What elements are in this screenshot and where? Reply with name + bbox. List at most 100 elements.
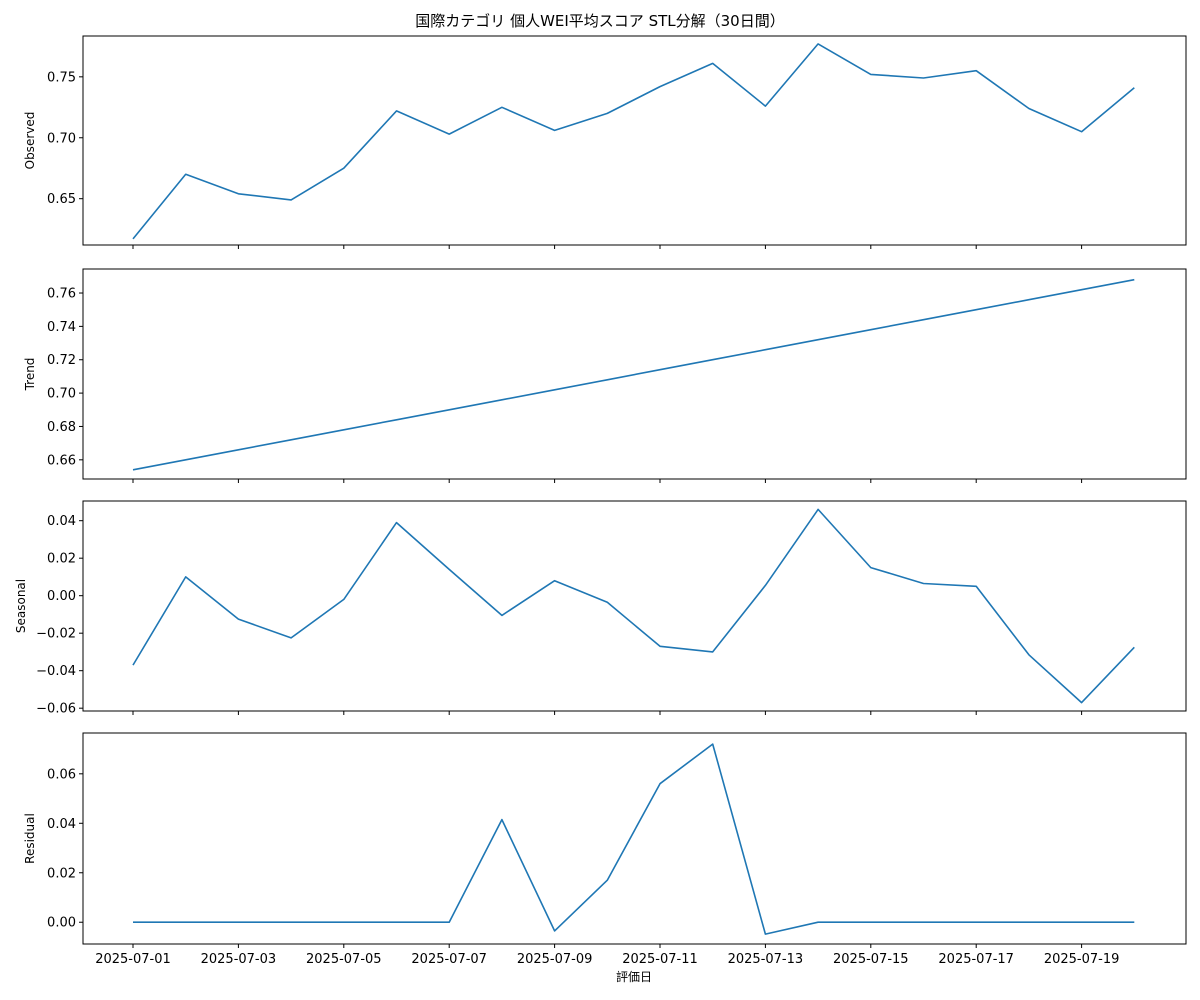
data-point [659, 369, 661, 371]
panel-frame [82, 35, 1187, 246]
data-point [817, 508, 819, 510]
data-point [1028, 299, 1030, 301]
panel-residual: 0.00 0.02 0.04 0.06 2025-07-01 2025-07-03 2025… [23, 732, 1187, 967]
y-tick-label: −0.02 [36, 627, 76, 642]
data-point [764, 933, 766, 935]
data-point [343, 921, 345, 923]
data-point [712, 359, 714, 361]
y-tick-label: 0.65 [47, 192, 76, 207]
x-tick-label: 2025-07-17 [938, 952, 1014, 967]
data-point [237, 193, 239, 195]
data-point [923, 77, 925, 79]
panel-trend: 0.66 0.68 0.70 0.72 0.74 0.76 Trend [23, 268, 1187, 483]
series-line-seasonal [132, 508, 1135, 704]
data-point [132, 921, 134, 923]
data-point [132, 664, 134, 666]
panel-frame [82, 732, 1187, 945]
data-point [975, 921, 977, 923]
data-point [764, 105, 766, 107]
data-point [870, 567, 872, 569]
panel-frame [82, 500, 1187, 712]
x-tick-label: 2025-07-05 [306, 952, 382, 967]
series-line-residual [133, 743, 1135, 935]
data-point [1028, 654, 1030, 656]
data-point [1133, 921, 1135, 923]
series-line-trend [132, 278, 1135, 471]
data-point [712, 62, 714, 64]
data-point [606, 379, 608, 381]
data-point [1081, 921, 1083, 923]
data-point [870, 73, 872, 75]
data-point [1081, 702, 1083, 704]
y-tick-label: 0.00 [47, 916, 76, 931]
y-tick-label: 0.04 [47, 514, 76, 529]
data-point [185, 921, 187, 923]
data-point [764, 349, 766, 351]
data-point [975, 585, 977, 587]
data-point [290, 637, 292, 639]
data-point [554, 389, 556, 391]
data-point [132, 238, 134, 240]
data-point [448, 568, 450, 570]
data-point [712, 651, 714, 653]
panel-observed: 0.65 0.70 0.75 Observed [23, 35, 1187, 249]
y-tick-label: 0.66 [47, 453, 76, 468]
y-axis-label: Observed [23, 112, 37, 170]
data-point [237, 449, 239, 451]
data-point [343, 429, 345, 431]
x-tick-label: 2025-07-13 [728, 952, 804, 967]
data-point [448, 133, 450, 135]
data-point [1028, 921, 1030, 923]
y-axis-label: Seasonal [14, 579, 28, 633]
data-point [501, 819, 503, 821]
data-point [606, 879, 608, 881]
data-point [185, 173, 187, 175]
data-point [1081, 289, 1083, 291]
data-point [975, 70, 977, 72]
data-point [659, 783, 661, 785]
data-point [659, 86, 661, 88]
data-point [343, 167, 345, 169]
data-point [923, 583, 925, 585]
data-point [554, 930, 556, 932]
y-tick-label: 0.76 [47, 287, 76, 302]
data-point [501, 106, 503, 108]
data-point [132, 469, 134, 471]
data-point [448, 409, 450, 411]
data-point [870, 329, 872, 331]
data-point [1133, 87, 1135, 89]
data-point [606, 601, 608, 603]
y-tick-label: 0.04 [47, 817, 76, 832]
data-point [817, 339, 819, 341]
y-axis-label: Trend [23, 358, 37, 392]
y-axis-label: Residual [23, 813, 37, 864]
x-tick-label: 2025-07-11 [622, 952, 698, 967]
data-point [185, 459, 187, 461]
data-point [237, 921, 239, 923]
data-point [343, 598, 345, 600]
y-tick-label: 0.02 [47, 552, 76, 567]
x-tick-label: 2025-07-01 [95, 952, 171, 967]
series-line-observed [132, 43, 1135, 240]
panel-seasonal: −0.06 −0.04 −0.02 0.00 0.02 0.04 Seasonal [14, 500, 1187, 717]
data-point [396, 522, 398, 524]
y-tick-label: 0.74 [47, 320, 76, 335]
data-point [923, 921, 925, 923]
data-point [396, 921, 398, 923]
data-point [764, 584, 766, 586]
y-tick-label: 0.02 [47, 866, 76, 881]
data-point [185, 576, 187, 578]
data-point [554, 129, 556, 131]
data-point [290, 439, 292, 441]
x-tick-label: 2025-07-15 [833, 952, 909, 967]
data-point [501, 614, 503, 616]
panel-frame [82, 268, 1187, 480]
x-tick-label: 2025-07-07 [411, 952, 487, 967]
chart-title: 国際カテゴリ 個人WEI平均スコア STL分解（30日間） [415, 12, 785, 30]
x-tick-label: 2025-07-19 [1044, 952, 1120, 967]
data-point [237, 618, 239, 620]
data-point [659, 645, 661, 647]
y-tick-label: −0.04 [36, 664, 76, 679]
x-tick-label: 2025-07-09 [517, 952, 593, 967]
